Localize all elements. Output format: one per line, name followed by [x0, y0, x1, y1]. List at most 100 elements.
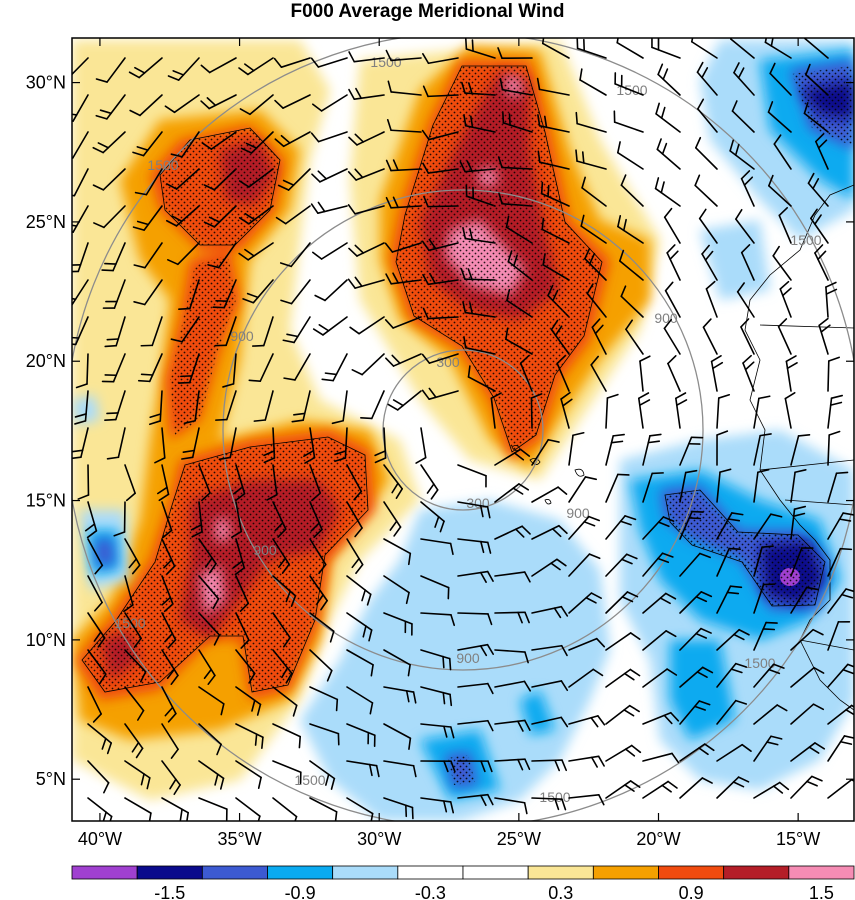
wind-barb — [767, 101, 792, 133]
wind-barb — [198, 797, 228, 821]
wind-barb — [827, 663, 854, 688]
wind-barb — [238, 205, 274, 225]
wind-barb — [769, 62, 792, 96]
wind-barb — [531, 558, 567, 577]
wind-barb — [568, 755, 605, 768]
wind-barb — [92, 168, 126, 191]
wind-barb — [253, 390, 274, 422]
wind-barb — [716, 776, 750, 799]
wind-barb — [252, 316, 274, 347]
range-ring — [222, 189, 704, 671]
wind-barb — [347, 276, 385, 289]
wind-barb — [84, 501, 98, 539]
wind-barb — [346, 723, 376, 747]
wind-barb — [655, 102, 681, 133]
wind-barb — [694, 174, 718, 207]
wind-barb — [374, 427, 387, 464]
wind-barb — [129, 94, 163, 117]
wind-barb — [87, 686, 102, 723]
wind-barb — [124, 760, 151, 790]
wind-barb — [124, 723, 144, 759]
wind-barb — [104, 390, 126, 421]
wind-barb — [642, 752, 680, 764]
lon-tick-label: 20°W — [636, 829, 680, 849]
wind-barb — [383, 797, 414, 820]
wind-barb — [605, 473, 630, 503]
wind-barb — [72, 94, 89, 122]
wind-barb — [170, 316, 200, 343]
wind-barb — [421, 353, 459, 364]
range-ring-label: 900 — [253, 542, 277, 558]
colorbar-label: -0.9 — [285, 883, 316, 900]
wind-barb — [238, 57, 274, 76]
wind-barb — [742, 354, 755, 392]
range-ring-label: 1500 — [370, 54, 401, 70]
wind-barb — [827, 588, 854, 614]
wind-barb — [203, 168, 237, 191]
wind-barb — [385, 353, 422, 367]
wind-barb — [283, 353, 311, 381]
wind-barb — [346, 501, 363, 538]
wind-barb — [183, 390, 200, 425]
wind-barb — [790, 775, 823, 799]
wind-barb — [679, 510, 704, 540]
wind-barb — [716, 512, 744, 540]
colorbar-label: -0.3 — [415, 883, 446, 900]
wind-barb — [385, 159, 422, 172]
wind-barb — [815, 133, 829, 170]
wind-barb — [753, 545, 774, 577]
map-axes: 5°N 10°N 15°N 20°N 25°N 30°N 40°W 35°W 30°W 25°W 2… — [26, 38, 854, 849]
wind-barb — [161, 612, 177, 649]
wind-barb — [207, 242, 237, 269]
wind-barb — [584, 247, 607, 281]
wind-barb — [272, 797, 298, 821]
wind-barb — [309, 649, 333, 682]
wind-barb — [200, 94, 237, 110]
wind-barb — [346, 538, 364, 575]
colorbar-swatch — [527, 865, 594, 880]
wind-barb — [128, 57, 163, 79]
wind-barb — [827, 547, 853, 577]
wind-barb — [540, 181, 570, 207]
wind-barb — [346, 797, 374, 821]
wind-barb — [457, 612, 493, 626]
wind-barb — [291, 390, 311, 423]
wind-barb — [803, 102, 829, 133]
wind-barb — [531, 644, 568, 657]
wind-barb — [161, 723, 179, 759]
wind-barb — [421, 238, 459, 252]
wind-barb — [87, 723, 113, 755]
wind-barb — [560, 391, 573, 429]
wind-barb — [810, 208, 829, 244]
lon-tick-label: 15°W — [776, 829, 820, 849]
wind-barb — [459, 160, 496, 173]
wind-barb — [274, 94, 311, 109]
wind-barb — [309, 760, 336, 790]
wind-barb — [675, 392, 688, 429]
wind-barb — [679, 627, 712, 651]
lat-tick-label: 20°N — [26, 351, 66, 371]
wind-barb — [421, 387, 459, 400]
lat-tick-label: 10°N — [26, 630, 66, 650]
wind-barb — [790, 628, 824, 651]
wind-barb — [494, 719, 531, 732]
wind-barb — [238, 242, 274, 261]
colorbar-swatch — [788, 865, 855, 880]
wind-barb — [420, 464, 439, 500]
wind-barb — [531, 716, 569, 728]
wind-barb — [772, 245, 792, 281]
wind-barb — [457, 760, 493, 773]
wind-barb — [666, 244, 681, 281]
wind-barb — [465, 184, 496, 207]
lat-tick-label: 5°N — [36, 769, 66, 789]
wind-barb — [133, 279, 163, 306]
wind-barb — [735, 208, 755, 244]
wind-barb — [386, 118, 422, 133]
wind-barb — [531, 438, 560, 466]
wind-barb — [161, 760, 181, 796]
wind-barb — [614, 72, 644, 96]
wind-barb — [140, 316, 163, 347]
wind-barb — [198, 538, 217, 574]
wind-barb — [280, 279, 311, 305]
wind-barb — [383, 612, 413, 636]
